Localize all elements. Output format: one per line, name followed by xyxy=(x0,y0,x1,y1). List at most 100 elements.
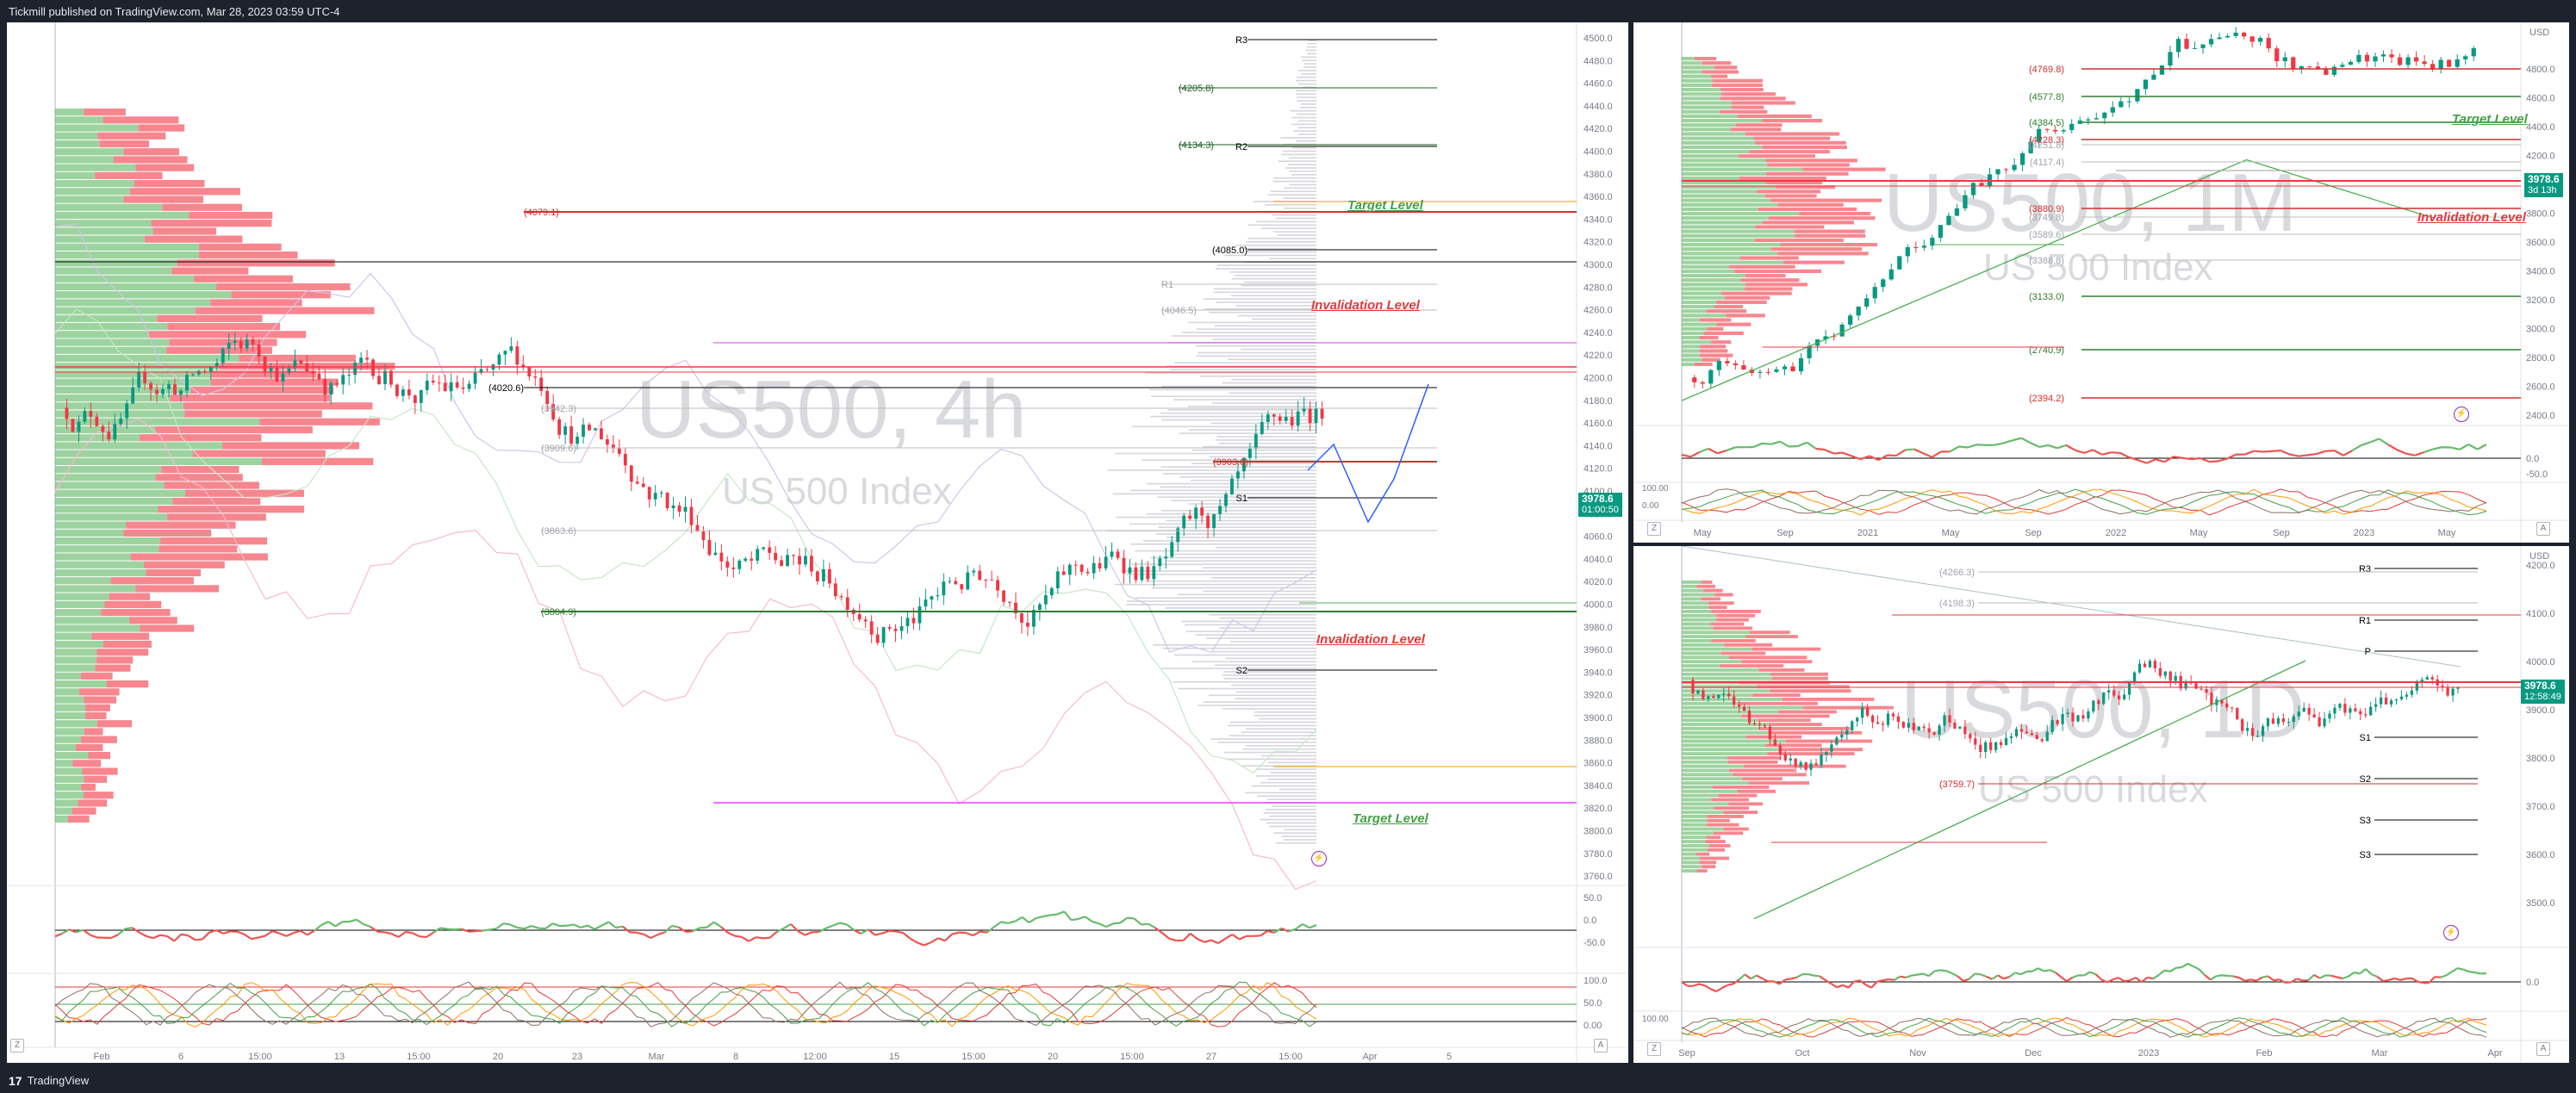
left-vp-grey-bar xyxy=(1126,574,1316,575)
br-flash-icon[interactable]: ⚡ xyxy=(2443,925,2459,941)
tr-vp-buy xyxy=(1682,189,1758,194)
left-vp-sell xyxy=(84,696,117,704)
tr-vp-sell xyxy=(1758,207,1857,211)
left-osc-line xyxy=(860,928,869,935)
left-vp-sell xyxy=(155,474,243,481)
br-vp-sell xyxy=(1771,676,1828,680)
tr-candle-body xyxy=(2069,123,2075,131)
bottom-right-chart-pane[interactable]: US500, 1D US 500 Index R3 R1 P S1 S2 S3 S3 (375… xyxy=(1633,546,2569,1063)
left-osc-line xyxy=(636,931,644,935)
left-vp-grey-bar xyxy=(1259,717,1316,720)
br-osc-line xyxy=(1997,974,2005,980)
tr-auto-scale-button[interactable]: A xyxy=(2536,522,2550,536)
tr-candle-body xyxy=(2438,59,2443,69)
br-vp-buy xyxy=(1682,806,1714,810)
left-chart-pane[interactable]: US500, 4h US 500 Index R3 (4205.8) (4134.3… xyxy=(7,22,1628,1063)
br-vp-sell xyxy=(1756,685,1850,689)
left-vp-grey-bar xyxy=(1297,127,1316,128)
tr-vp-buy xyxy=(1682,220,1763,225)
tr-osc-line xyxy=(2343,450,2353,456)
left-auto-scale-button[interactable]: A xyxy=(1594,1039,1608,1053)
tr-osc-line xyxy=(1976,444,1986,446)
br-zoom-button[interactable]: Z xyxy=(1647,1042,1661,1056)
left-vp-grey-bar xyxy=(1213,288,1316,290)
tr-vp-buy xyxy=(1682,336,1700,340)
tr-vp-buy xyxy=(1682,283,1746,287)
tr-vp-sell xyxy=(1700,353,1733,357)
left-candle-body xyxy=(143,372,147,383)
tr-candle-body xyxy=(2291,57,2296,70)
br-vp-sell xyxy=(1737,789,1776,793)
left-osc-line xyxy=(1231,934,1241,941)
left-flash-icon[interactable]: ⚡ xyxy=(1311,851,1327,866)
left-vp-grey-bar xyxy=(1131,425,1316,428)
tr-zoom-button[interactable]: Z xyxy=(1647,522,1661,536)
br-vp-sell xyxy=(1733,773,1807,777)
br-vp-sell xyxy=(1703,588,1723,593)
left-osc-line xyxy=(663,925,673,934)
tr-candle-body xyxy=(1913,246,1919,248)
tr-vp-sell xyxy=(1720,291,1792,295)
left-osc-line xyxy=(804,931,812,936)
br-x-tick: Nov xyxy=(1909,1048,1926,1059)
br-candle-body xyxy=(2132,672,2137,684)
br-vp-buy xyxy=(1682,730,1769,735)
left-vp-grey-bar xyxy=(1135,550,1316,552)
left-candle-body xyxy=(461,387,465,389)
publish-line: Tickmill published on TradingView.com, M… xyxy=(9,4,340,18)
tradingview-logo[interactable]: 17 TradingView xyxy=(9,1074,89,1088)
bottom-right-chart-canvas[interactable]: R3R1PS1S2S3S3(3759.7)(4198.3)(4266.3)420… xyxy=(1633,546,2569,1063)
br-vp-buy xyxy=(1682,718,1758,723)
br-candle-body xyxy=(2276,717,2280,724)
left-y-tick: 3960.0 xyxy=(1584,645,1613,655)
tr-x-tick: May xyxy=(2190,528,2208,538)
left-vp-grey-bar xyxy=(1179,432,1316,434)
br-vp-buy xyxy=(1682,748,1781,752)
tr-y-tick: 2400.0 xyxy=(2526,411,2555,421)
left-vp-grey-bar xyxy=(1295,79,1316,82)
br-vp-sell xyxy=(1785,739,1873,743)
left-osc-line xyxy=(1084,916,1093,922)
tr-flash-icon[interactable]: ⚡ xyxy=(2454,407,2469,422)
br-candle-body xyxy=(2250,728,2255,736)
left-zoom-button[interactable]: Z xyxy=(10,1039,24,1053)
tr-vp-buy xyxy=(1682,291,1721,295)
left-candle-body xyxy=(551,404,556,419)
left-candle-body xyxy=(269,367,273,372)
tr-vp-sell xyxy=(1739,176,1826,180)
br-candle-body xyxy=(1979,744,1982,752)
tr-candle-body xyxy=(2430,64,2436,69)
tr-candle-body xyxy=(2175,39,2181,53)
left-candle-body xyxy=(563,425,568,435)
left-candle-body xyxy=(1061,571,1066,575)
left-vp-grey-bar xyxy=(1260,227,1316,229)
left-vp-grey-bar xyxy=(1273,177,1316,179)
left-candle-body xyxy=(335,382,339,385)
br-candle-body xyxy=(1891,713,1895,717)
br-auto-scale-button[interactable]: A xyxy=(2536,1042,2550,1056)
left-osc-line xyxy=(1056,910,1065,916)
left-vp-grey-bar xyxy=(1271,214,1316,216)
tr-vp-buy xyxy=(1682,202,1778,207)
left-y-tick: 3860.0 xyxy=(1584,759,1613,769)
left-vp-buy xyxy=(55,577,111,585)
left-chart-canvas[interactable]: R3(4205.8)(4134.3) R2(4079.1)(4085.0)R1(4… xyxy=(7,22,1628,1063)
br-candle-body xyxy=(2456,686,2460,689)
left-vp-sell xyxy=(123,529,212,537)
left-vp-grey-bar xyxy=(1188,321,1316,324)
left-level-label: S2 xyxy=(1236,666,1248,676)
left-x-tick: 6 xyxy=(178,1052,184,1062)
left-vp-grey-bar xyxy=(1270,190,1316,193)
top-right-chart-canvas[interactable]: (4769.8)(4577.8)(4384.5)(4228.3)(4251.8)… xyxy=(1633,22,2569,543)
left-osc-line xyxy=(712,921,722,928)
left-candle-body xyxy=(161,388,165,394)
left-candle-body xyxy=(455,382,459,388)
left-vp-grey-bar xyxy=(1204,308,1316,310)
br-candle-body xyxy=(2399,696,2404,699)
left-candle-body xyxy=(179,390,183,394)
tr-candle-body xyxy=(2364,54,2370,62)
top-right-chart-pane[interactable]: US500, 1M US 500 Index (4769.8) (4577.8)(… xyxy=(1633,22,2569,543)
br-candle-body xyxy=(2200,688,2203,690)
tr-candle-body xyxy=(1970,183,1976,196)
left-osc-line xyxy=(573,923,582,928)
